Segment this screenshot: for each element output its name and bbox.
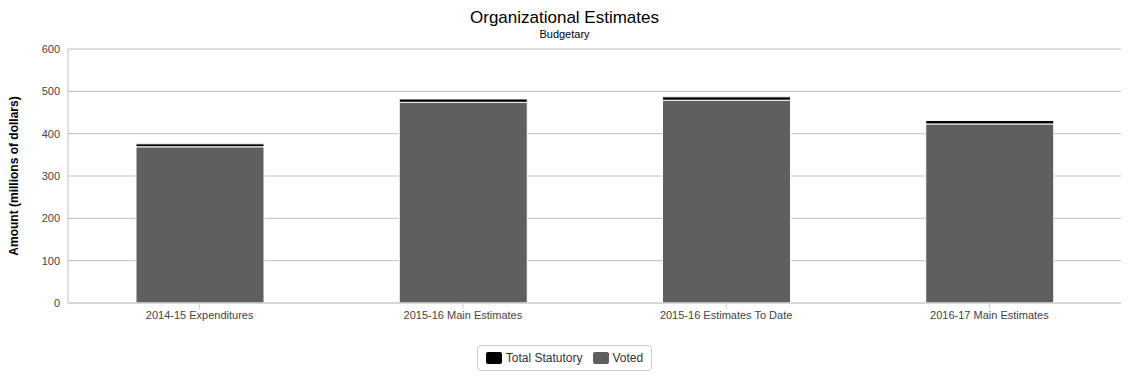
svg-text:2014-15 Expenditures: 2014-15 Expenditures xyxy=(146,309,254,321)
svg-text:Amount (millions of dollars): Amount (millions of dollars) xyxy=(8,96,21,255)
html-text:Organizational Estimates: Organizational Estimates xyxy=(470,8,659,27)
html-text:Total Statutory: Total Statutory xyxy=(505,351,583,365)
html-text:Voted: Voted xyxy=(612,351,644,365)
svg-text:500: 500 xyxy=(42,85,60,97)
svg-text:2016-17 Main Estimates: 2016-17 Main Estimates xyxy=(930,309,1049,321)
svg-text:300: 300 xyxy=(42,170,60,182)
svg-text:2015-16 Estimates To Date: 2015-16 Estimates To Date xyxy=(660,309,792,321)
svg-text:0: 0 xyxy=(54,297,60,309)
svg-text:2015-16 Main Estimates: 2015-16 Main Estimates xyxy=(404,309,523,321)
svg-text:600: 600 xyxy=(42,43,60,55)
svg-text:100: 100 xyxy=(42,255,60,267)
svg-text:200: 200 xyxy=(42,212,60,224)
svg-text:400: 400 xyxy=(42,128,60,140)
html-text:Budgetary: Budgetary xyxy=(539,28,590,40)
